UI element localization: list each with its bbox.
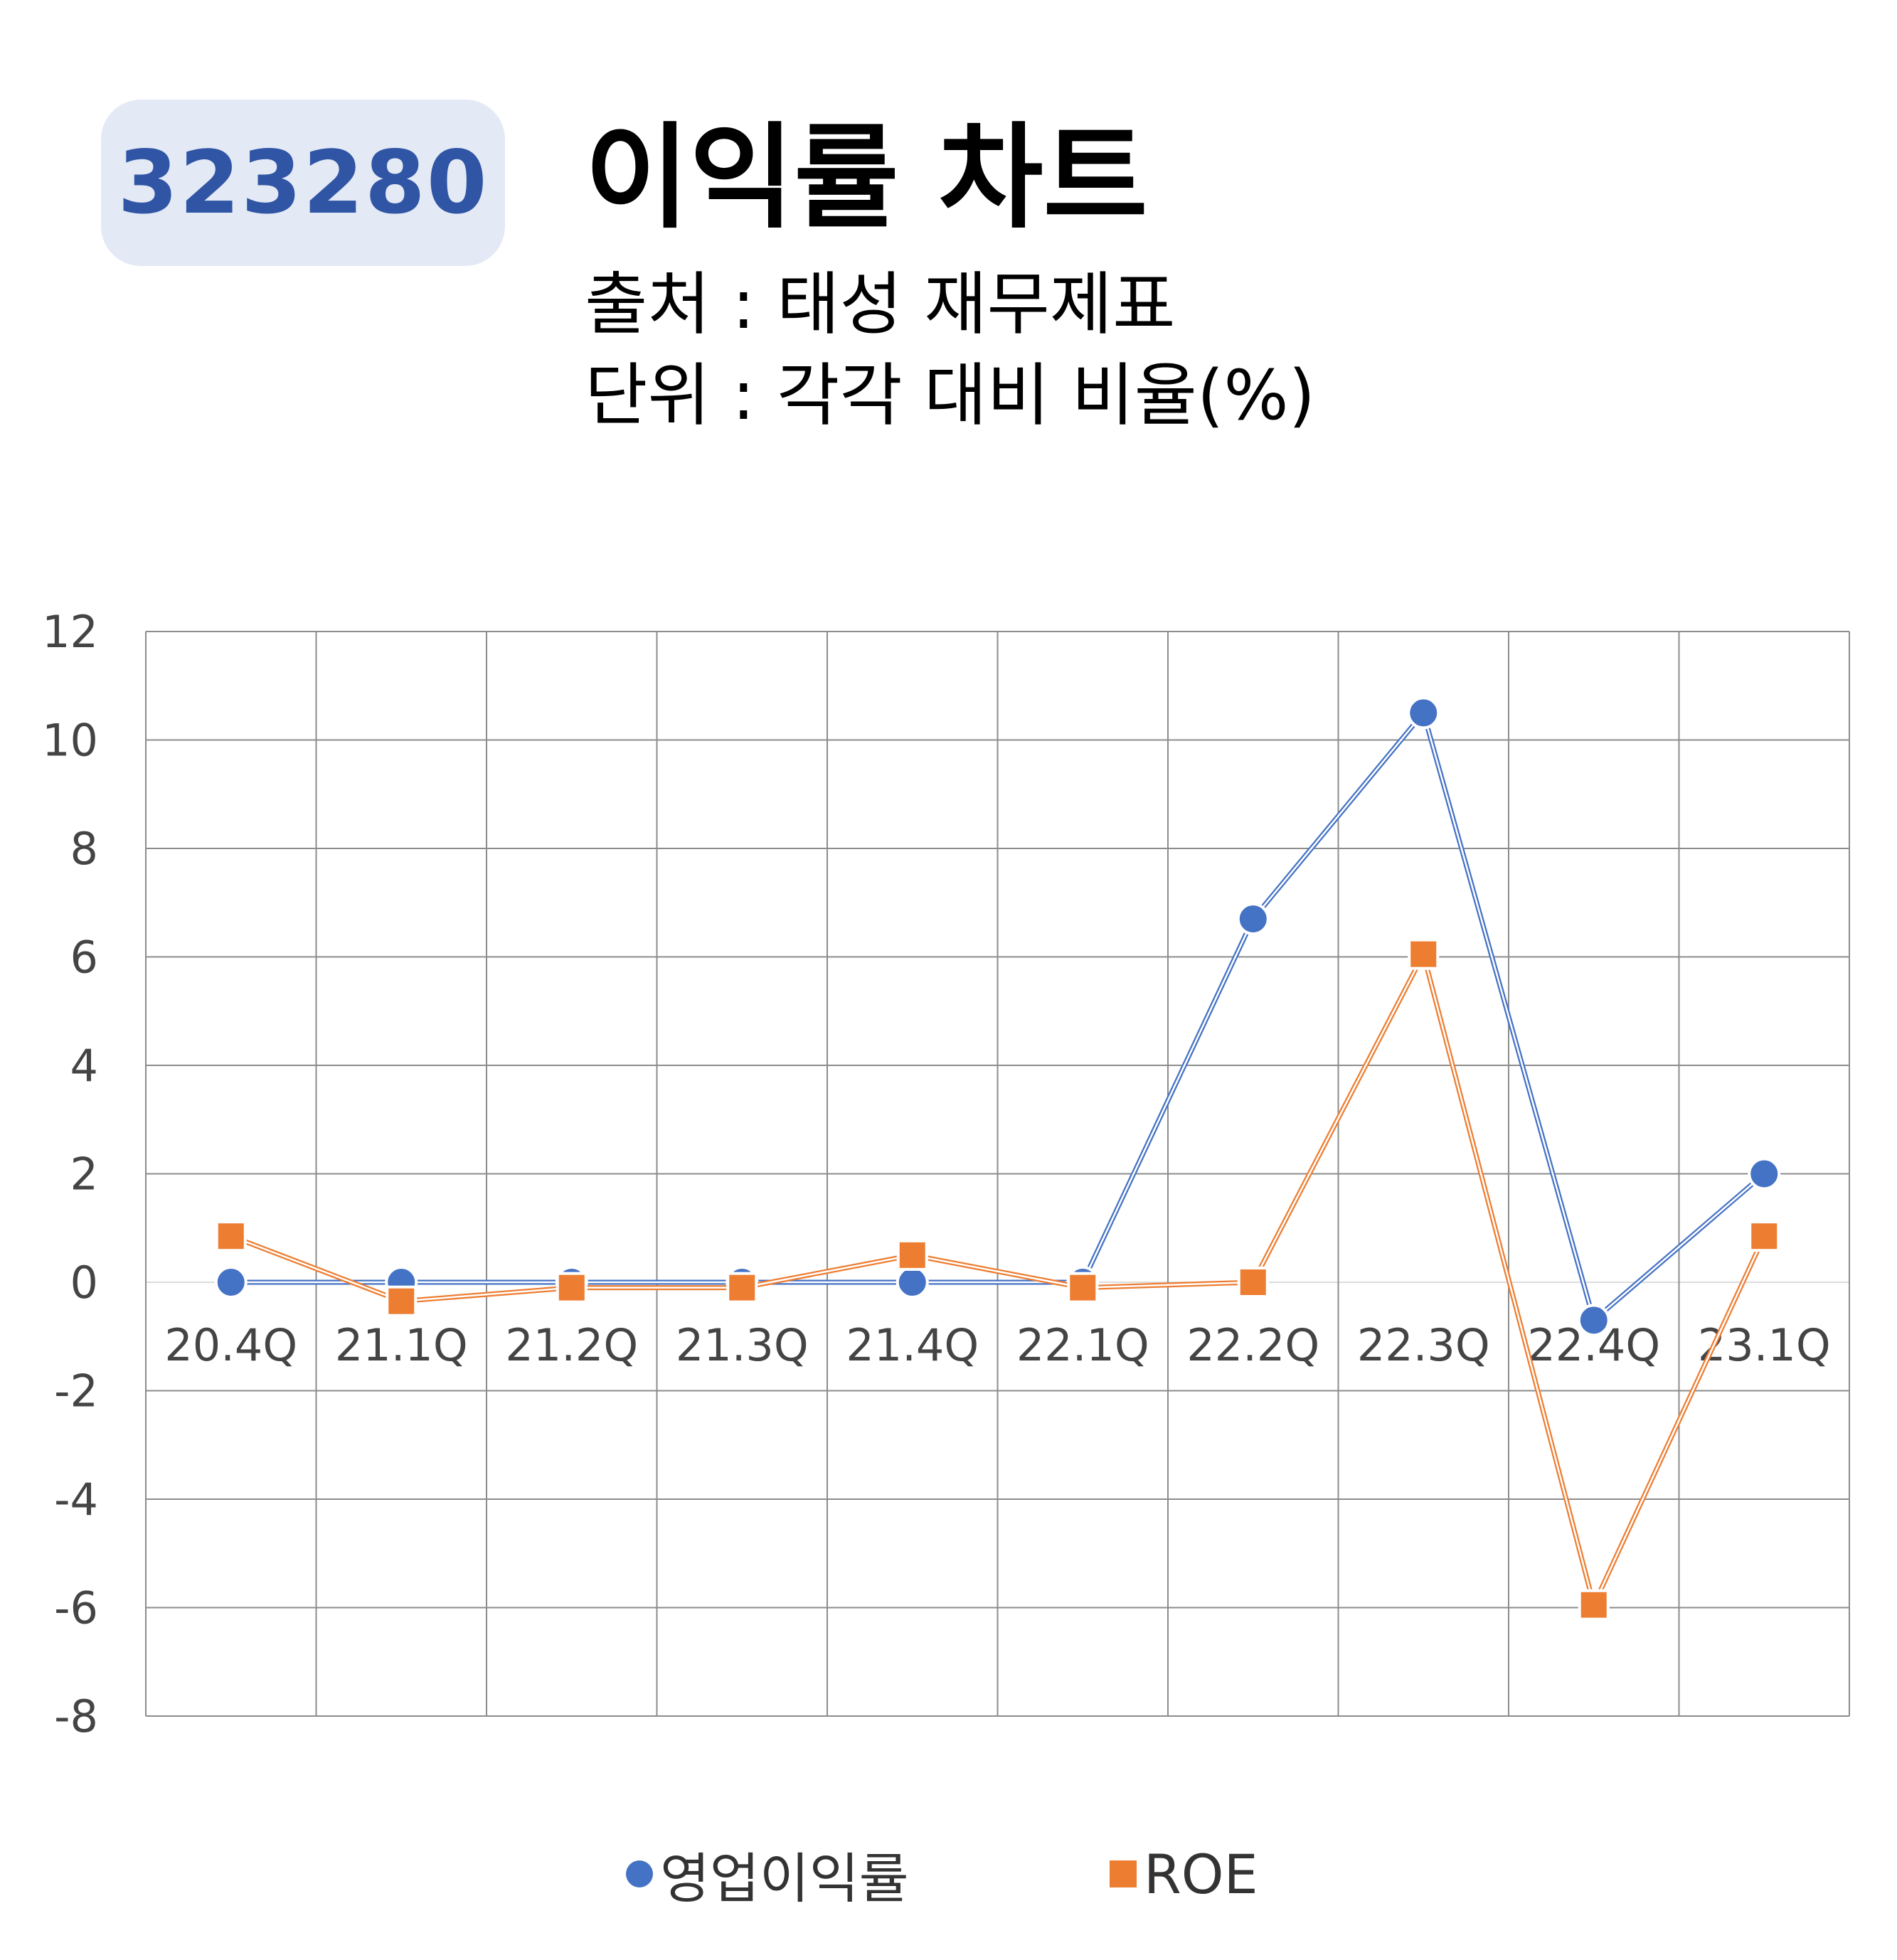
x-tick-label: 21.3Q <box>676 1319 809 1371</box>
y-tick-label: -6 <box>54 1582 98 1634</box>
y-tick-label: -4 <box>54 1474 98 1525</box>
unit-label: 단위 : 각각 대비 비율(%) <box>585 356 1316 435</box>
x-tick-label: 23.1Q <box>1698 1319 1831 1371</box>
data-point <box>1236 902 1270 936</box>
y-axis-ticks: 12 10 8 6 4 2 0 -2 -4 -6 -8 <box>42 606 98 1742</box>
y-tick-label: -8 <box>54 1690 98 1742</box>
chart-grid <box>145 631 1850 1717</box>
data-point <box>1748 1157 1781 1191</box>
legend-item-roe: ROE <box>1110 1835 1258 1913</box>
legend-label: 영업이익률 <box>660 1847 909 1910</box>
chart-title: 이익률 차트 <box>585 111 1148 244</box>
data-point <box>896 1266 929 1299</box>
x-tick-label: 20.4Q <box>164 1319 297 1371</box>
data-point <box>1577 1304 1610 1337</box>
chart-series <box>214 696 1781 1621</box>
legend-label: ROE <box>1144 1842 1258 1906</box>
x-tick-label: 21.1Q <box>335 1319 468 1371</box>
y-tick-label: 10 <box>42 715 98 767</box>
x-tick-label: 22.1Q <box>1016 1319 1149 1371</box>
stock-code: 323280 <box>117 132 489 233</box>
series-line-highlight <box>230 953 1765 1606</box>
y-tick-label: 8 <box>70 823 98 875</box>
x-tick-label: 22.2Q <box>1186 1319 1319 1371</box>
data-point <box>556 1272 588 1304</box>
y-tick-label: 0 <box>70 1257 98 1309</box>
y-tick-label: 12 <box>42 606 98 658</box>
legend-circle-icon <box>626 1860 653 1887</box>
data-point <box>1067 1272 1099 1304</box>
stock-code-badge: 323280 <box>101 100 505 266</box>
data-point <box>215 1220 247 1252</box>
x-tick-label: 21.2Q <box>505 1319 638 1371</box>
x-tick-label: 22.3Q <box>1357 1319 1490 1371</box>
profit-margin-chart: 12 10 8 6 4 2 0 -2 -4 -6 -8 20.4Q 21.1Q 21.2Q 21.3Q 21… <box>42 606 1850 1742</box>
y-tick-label: 6 <box>70 932 98 984</box>
data-point <box>386 1285 418 1317</box>
data-point <box>1578 1589 1610 1621</box>
y-tick-label: 2 <box>70 1149 98 1200</box>
data-point <box>1408 938 1440 970</box>
series-roe <box>215 938 1780 1621</box>
data-point <box>214 1266 248 1299</box>
x-tick-label: 21.4Q <box>846 1319 979 1371</box>
data-point <box>726 1272 758 1304</box>
legend-square-icon <box>1110 1860 1137 1887</box>
data-point <box>1748 1220 1780 1252</box>
data-point <box>896 1239 928 1271</box>
y-tick-label: 4 <box>70 1040 98 1092</box>
x-axis-ticks: 20.4Q 21.1Q 21.2Q 21.3Q 21.4Q 22.1Q 22.2Q 22.3Q… <box>164 1319 1830 1371</box>
y-tick-label: -2 <box>54 1365 98 1417</box>
source-label: 출처 : 태성 재무제표 <box>585 265 1176 344</box>
series-line-highlight <box>230 712 1765 1321</box>
data-point <box>1237 1267 1269 1298</box>
legend-item-operating-margin: 영업이익률 <box>626 1835 909 1913</box>
data-point <box>1407 696 1440 730</box>
